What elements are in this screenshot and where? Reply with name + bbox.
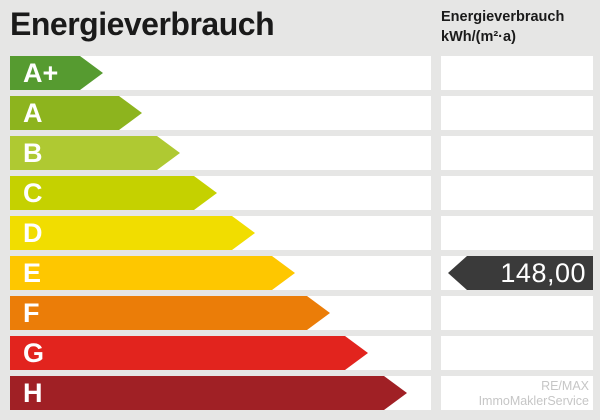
scale-row-b: B [10,136,593,170]
rating-label: H [23,378,43,408]
scale-row-e: E 148,00 [10,256,593,290]
scale-row-f: F [10,296,593,330]
scale-cell: A [10,96,431,130]
scale-row-a: A [10,96,593,130]
value-marker-text: 148,00 [500,257,586,288]
scale-row-g: G [10,336,593,370]
scale-cell: G [10,336,431,370]
rating-bar-c: C [10,176,217,210]
value-marker: 148,00 [448,256,593,290]
value-cell [441,56,593,90]
scale-cell: D [10,216,431,250]
value-cell [441,296,593,330]
rating-bar-b: B [10,136,180,170]
rating-bar-d: D [10,216,255,250]
scale-cell: A+ [10,56,431,90]
rating-label: D [23,218,43,248]
scale-cell: F [10,296,431,330]
value-cell [441,136,593,170]
unit-header-line1: Energieverbrauch [441,9,565,25]
branding-watermark: RE/MAX ImmoMaklerService [479,379,589,409]
scale-row-h: H RE/MAX ImmoMaklerService [10,376,593,410]
scale-row-d: D [10,216,593,250]
rating-label: B [23,138,43,168]
watermark-line1: RE/MAX [541,379,589,393]
scale-cell: E [10,256,431,290]
watermark-line2: ImmoMaklerService [478,394,589,408]
rating-label: F [23,298,40,328]
unit-column-header: Energieverbrauch kWh/(m²·a) [441,7,593,47]
rating-label: A [23,98,43,128]
rating-scale: A+ A B C [10,56,593,410]
rating-label: E [23,258,42,288]
rating-label: G [23,338,45,368]
scale-row-a-plus: A+ [10,56,593,90]
value-cell [441,96,593,130]
scale-cell: B [10,136,431,170]
scale-cell: H [10,376,431,410]
scale-cell: C [10,176,431,210]
rating-bar-e: E [10,256,295,290]
rating-bar-f: F [10,296,330,330]
value-cell [441,216,593,250]
scale-row-c: C [10,176,593,210]
rating-bar-h: H [10,376,407,410]
page-title: Energieverbrauch [10,6,275,42]
rating-label: C [23,178,43,208]
rating-bar-a-plus: A+ [10,56,103,90]
rating-label: A+ [23,58,59,88]
value-cell: RE/MAX ImmoMaklerService [441,376,593,410]
rating-bar-g: G [10,336,368,370]
value-cell: 148,00 [441,256,593,290]
value-cell [441,336,593,370]
unit-header-line2: kWh/(m²·a) [441,29,516,45]
rating-bar-a: A [10,96,142,130]
value-cell [441,176,593,210]
